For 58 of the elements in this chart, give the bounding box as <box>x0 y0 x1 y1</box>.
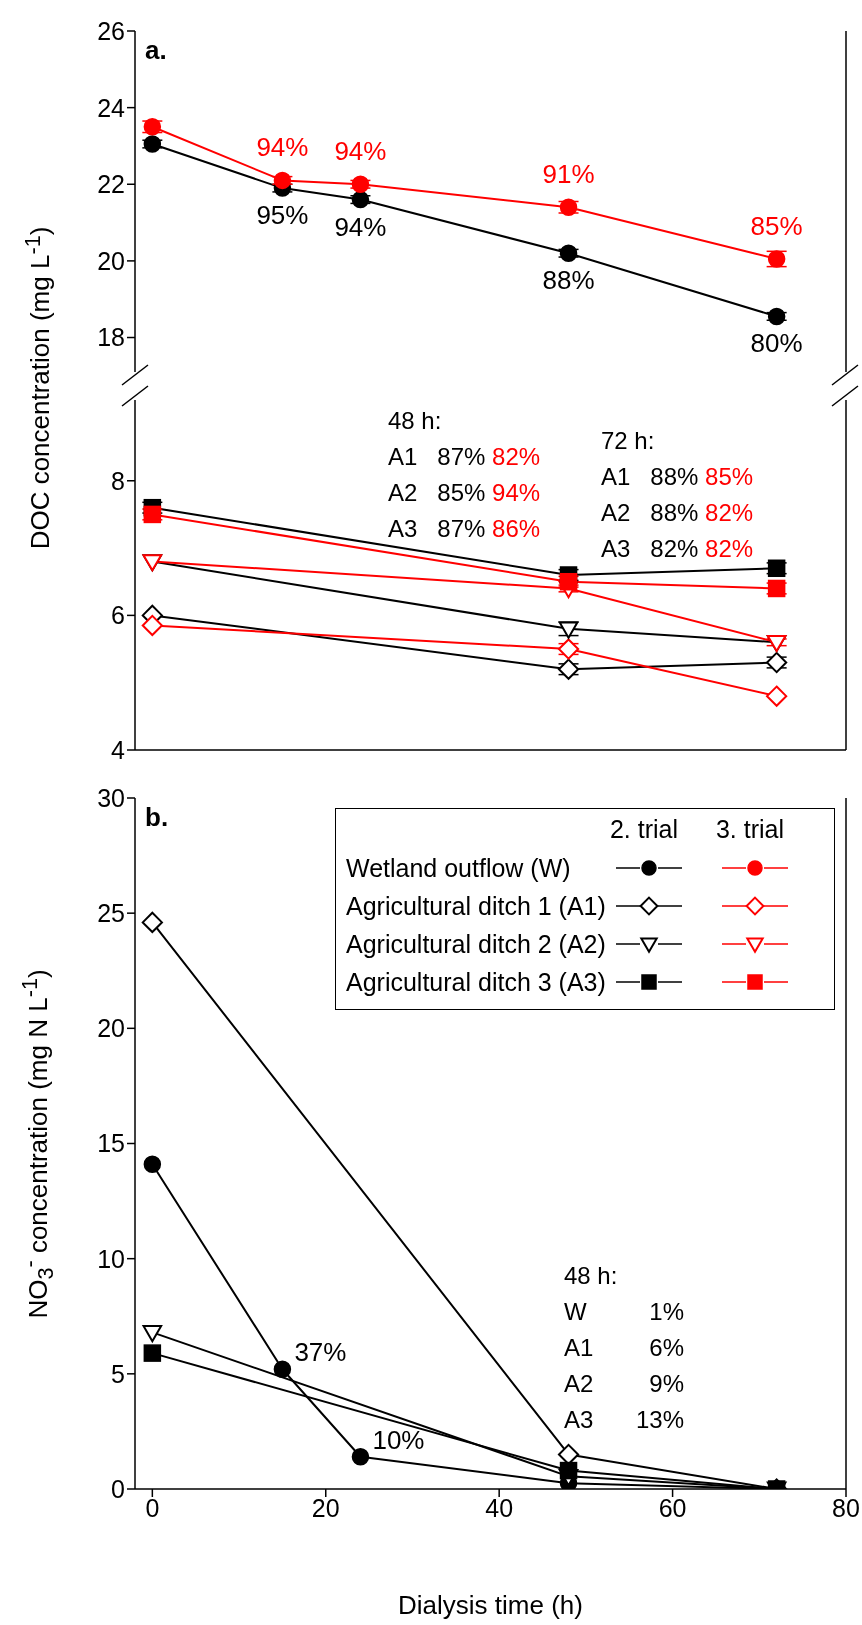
y-tick-label: 18 <box>97 323 125 352</box>
annotation: 88% <box>542 265 595 296</box>
annotation: 95% <box>256 200 309 231</box>
y-tick-label: 4 <box>111 735 126 764</box>
y-tick-label: 24 <box>97 93 126 122</box>
y-tick-label: 20 <box>97 1014 125 1043</box>
y-tick-label: 22 <box>97 170 125 199</box>
annotation: 91% <box>542 159 595 190</box>
text: A1 6% <box>564 1334 684 1361</box>
annotation: A2 85% <box>388 479 486 506</box>
chart-title: a. <box>145 35 167 66</box>
annotation: 48 h: <box>564 1261 619 1291</box>
annotation: 72 h: <box>601 426 656 456</box>
y-tick-label: 25 <box>97 899 125 928</box>
y-tick-label: 10 <box>97 1244 125 1273</box>
text: A2 9% <box>564 1370 684 1397</box>
annotation: 85% <box>705 463 754 490</box>
annotation: 82% <box>705 499 754 526</box>
y-tick-label: 5 <box>111 1359 125 1388</box>
x-tick-label: 40 <box>485 1493 514 1522</box>
y-tick-label: 20 <box>97 246 125 275</box>
annotation: 94% <box>256 132 309 163</box>
annotation: 48 h: <box>388 406 443 436</box>
annotation: A1 87% <box>388 443 486 470</box>
legend-label: Agricultural ditch 3 (A3) <box>346 967 607 997</box>
annotation: 2. trial <box>608 815 680 845</box>
annotation: A3 82% <box>601 535 699 562</box>
x-tick-label: 80 <box>832 1493 860 1522</box>
x-tick-label: 20 <box>311 1493 340 1522</box>
y-tick-label: 8 <box>111 466 125 495</box>
annotation: 94% <box>492 479 541 506</box>
annotation: 37% <box>294 1337 347 1368</box>
y-tick-label: 15 <box>97 1129 125 1158</box>
chart-title: b. <box>145 802 169 833</box>
legend-label: Wetland outflow (W) <box>346 853 572 883</box>
text: A3 13% <box>564 1406 684 1433</box>
annotation: 94% <box>334 136 387 167</box>
x-axis-title: Dialysis time (h) <box>397 1590 584 1621</box>
y-tick-label: 26 <box>97 16 125 45</box>
annotation: A3 87% <box>388 515 486 542</box>
x-tick-label: 0 <box>145 1493 160 1522</box>
annotation: 82% <box>705 535 754 562</box>
annotation: 10% <box>372 1424 425 1455</box>
y-tick-label: 30 <box>97 783 125 812</box>
annotation: 85% <box>750 210 803 241</box>
annotation: A2 88% <box>601 499 699 526</box>
annotation: 80% <box>750 328 803 359</box>
x-tick-label: 60 <box>658 1493 687 1522</box>
y-tick-label: 0 <box>111 1474 125 1503</box>
annotation: 82% <box>492 443 541 470</box>
annotation: 86% <box>492 515 541 542</box>
legend-label: Agricultural ditch 1 (A1) <box>346 891 607 921</box>
text: W 1% <box>564 1298 684 1325</box>
annotation: 94% <box>334 211 387 242</box>
legend-label: Agricultural ditch 2 (A2) <box>346 929 607 959</box>
annotation: A1 88% <box>601 463 699 490</box>
y-tick-label: 6 <box>111 601 125 630</box>
annotation: 3. trial <box>714 815 786 845</box>
